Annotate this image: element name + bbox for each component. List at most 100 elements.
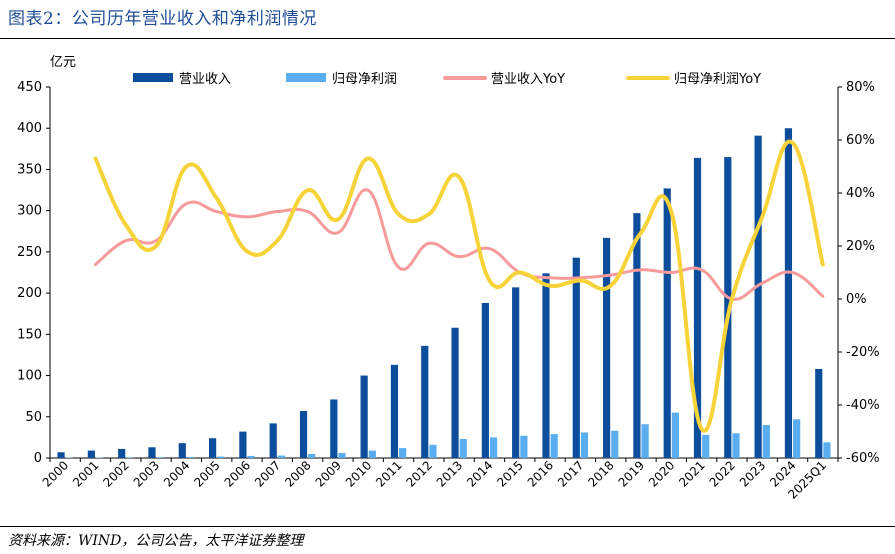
- legend-swatch: [286, 73, 326, 82]
- bar-net-profit: [641, 424, 649, 458]
- legend: 营业收入 归母净利润 营业收入YoY 归母净利润YoY: [133, 72, 761, 87]
- y-tick-label: 250: [17, 245, 42, 260]
- y2-tick-label: 60%: [846, 133, 875, 148]
- bar-revenue: [118, 448, 126, 458]
- y2-tick-label: -20%: [846, 345, 880, 360]
- legend-label: 营业收入: [179, 72, 231, 87]
- bar-net-profit: [611, 430, 619, 458]
- y2-tick-label: 80%: [846, 80, 875, 95]
- x-tick-label: 2020: [646, 458, 677, 489]
- bar-revenue: [178, 443, 186, 458]
- bar-revenue: [693, 157, 702, 458]
- chart-title: 图表2：公司历年营业收入和净利润情况: [8, 9, 317, 29]
- bar-net-profit: [429, 444, 437, 458]
- x-tick-label: 2002: [100, 458, 131, 489]
- lines: [93, 139, 825, 433]
- bar-net-profit: [186, 456, 195, 458]
- title-rule: [0, 38, 895, 39]
- x-tick-label: 2010: [343, 458, 374, 489]
- x-tick-label: 2004: [161, 458, 192, 489]
- legend-label: 归母净利润: [332, 72, 397, 87]
- x-tick-label: 2005: [191, 458, 222, 489]
- x-tick-label: 2013: [434, 458, 465, 489]
- y2-tick-label: 40%: [846, 186, 875, 201]
- bar-revenue: [481, 303, 489, 458]
- bar-revenue: [87, 450, 95, 458]
- x-tick-label: 2009: [313, 458, 344, 489]
- footer-rule: [0, 526, 895, 527]
- bar-revenue: [390, 364, 399, 458]
- x-tick-label: 2003: [131, 458, 162, 489]
- bar-revenue: [663, 188, 671, 458]
- source-note: 资料来源：WIND，公司公告，太平洋证券整理: [8, 533, 304, 549]
- x-tick-label: 2015: [494, 458, 525, 489]
- bar-revenue: [360, 375, 368, 458]
- y2-tick-label: 20%: [846, 239, 875, 254]
- legend-label: 归母净利润YoY: [674, 72, 761, 87]
- x-tick-label: 2011: [373, 458, 404, 489]
- bar-revenue: [542, 273, 550, 458]
- bar-net-profit: [520, 435, 528, 458]
- bar-net-profit: [671, 412, 680, 458]
- y-tick-label: 150: [17, 327, 42, 342]
- y-axis-unit-label: 亿元: [50, 55, 76, 70]
- x-tick-label: 2021: [676, 458, 707, 489]
- bar-revenue: [754, 135, 762, 458]
- bar-net-profit: [277, 455, 286, 458]
- bar-revenue: [512, 287, 520, 458]
- y2-tick-label: -60%: [846, 451, 880, 466]
- y2-tick-label: -40%: [846, 398, 880, 413]
- bar-net-profit: [126, 457, 134, 458]
- x-tick-label: 2019: [616, 458, 647, 489]
- line-revenue-yoy: [93, 188, 825, 301]
- y-tick-label: 350: [17, 162, 42, 177]
- y-tick-label: 400: [17, 121, 42, 136]
- x-tick-label: 2016: [525, 458, 556, 489]
- bar-net-profit: [489, 437, 498, 458]
- x-tick-label: 2022: [707, 458, 738, 489]
- y2-tick-label: 0%: [846, 292, 867, 307]
- bars: [57, 128, 831, 459]
- x-tick-label: 2017: [555, 458, 586, 489]
- bar-revenue: [208, 438, 217, 458]
- x-tick-label: 2012: [403, 458, 434, 489]
- bar-revenue: [148, 447, 156, 458]
- bar-revenue: [815, 368, 823, 458]
- legend-swatch: [133, 73, 173, 82]
- bar-revenue: [633, 213, 641, 458]
- bar-net-profit: [368, 450, 376, 458]
- line-net-profit-yoy: [93, 139, 825, 433]
- x-tick-label: 2007: [252, 458, 283, 489]
- bar-revenue: [602, 237, 611, 458]
- bar-net-profit: [247, 455, 255, 458]
- bar-net-profit: [793, 419, 801, 458]
- x-tick-label: 2023: [737, 458, 768, 489]
- chart: 亿元 营业收入 归母净利润 营业收入YoY 归母净利润YoY 0 50 100 150 200…: [17, 55, 880, 502]
- bar-net-profit: [762, 425, 770, 458]
- bar-revenue: [451, 327, 459, 458]
- x-tick-label: 2008: [282, 458, 313, 489]
- y-tick-label: 450: [17, 80, 42, 95]
- bar-revenue: [572, 257, 580, 458]
- y-tick-label: 300: [17, 204, 42, 219]
- bar-revenue: [239, 431, 247, 458]
- bar-net-profit: [702, 434, 710, 458]
- y-tick-label: 100: [17, 369, 42, 384]
- bar-net-profit: [338, 453, 346, 458]
- bar-net-profit: [732, 433, 740, 458]
- x-tick-label: 2018: [585, 458, 616, 489]
- bar-net-profit: [823, 442, 831, 458]
- bar-revenue: [330, 399, 338, 458]
- bar-net-profit: [580, 432, 589, 458]
- bar-revenue: [421, 345, 429, 458]
- x-tick-label: 2014: [464, 458, 495, 489]
- bar-net-profit: [217, 456, 225, 458]
- bar-net-profit: [308, 453, 316, 458]
- x-tick-label: 2000: [40, 458, 71, 489]
- bar-revenue: [57, 452, 65, 458]
- legend-label: 营业收入YoY: [491, 72, 565, 87]
- y-tick-label: 0: [34, 451, 42, 466]
- y-tick-label: 50: [25, 410, 42, 425]
- y-tick-label: 200: [17, 286, 42, 301]
- bar-revenue: [784, 128, 793, 458]
